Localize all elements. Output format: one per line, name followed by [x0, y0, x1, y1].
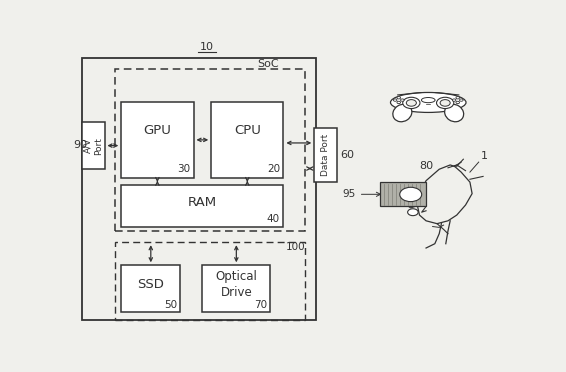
Circle shape	[452, 99, 456, 101]
Text: 20: 20	[267, 164, 280, 174]
Text: SoC: SoC	[258, 59, 279, 69]
Text: Optical
Drive: Optical Drive	[216, 270, 258, 299]
Text: 60: 60	[341, 150, 354, 160]
Text: 50: 50	[164, 299, 177, 310]
Bar	[82, 122, 105, 169]
Bar	[121, 102, 194, 178]
Text: RAM: RAM	[188, 196, 217, 209]
Text: 95: 95	[342, 189, 380, 199]
Ellipse shape	[445, 104, 464, 122]
Circle shape	[401, 99, 404, 101]
Circle shape	[456, 97, 460, 99]
Text: GPU: GPU	[143, 124, 171, 137]
Bar	[314, 128, 337, 182]
Circle shape	[406, 100, 417, 106]
Circle shape	[436, 97, 454, 109]
Text: 90: 90	[73, 141, 87, 150]
Circle shape	[403, 97, 420, 109]
Bar	[203, 265, 271, 312]
Text: 100: 100	[286, 242, 306, 252]
Text: 40: 40	[267, 214, 280, 224]
Circle shape	[456, 101, 460, 104]
Bar	[114, 69, 306, 231]
Circle shape	[460, 99, 463, 101]
Bar	[211, 102, 284, 178]
Text: 1: 1	[481, 151, 488, 161]
Circle shape	[397, 101, 401, 104]
Circle shape	[393, 99, 397, 101]
Bar	[121, 265, 181, 312]
Circle shape	[440, 100, 450, 106]
Bar	[380, 182, 426, 206]
Text: SSD: SSD	[138, 278, 164, 291]
Bar	[114, 242, 306, 320]
Circle shape	[408, 209, 418, 216]
Text: A/V
Port: A/V Port	[83, 137, 103, 154]
Text: 80: 80	[419, 161, 433, 171]
Ellipse shape	[391, 93, 466, 112]
Ellipse shape	[393, 104, 412, 122]
Text: Data Port: Data Port	[321, 134, 330, 176]
Circle shape	[397, 97, 401, 99]
Text: 10: 10	[200, 42, 214, 52]
Circle shape	[400, 187, 422, 202]
Text: CPU: CPU	[234, 124, 261, 137]
Text: 30: 30	[177, 164, 190, 174]
Ellipse shape	[422, 97, 435, 103]
Bar	[82, 58, 316, 320]
Bar	[121, 185, 284, 227]
Text: 70: 70	[254, 299, 267, 310]
